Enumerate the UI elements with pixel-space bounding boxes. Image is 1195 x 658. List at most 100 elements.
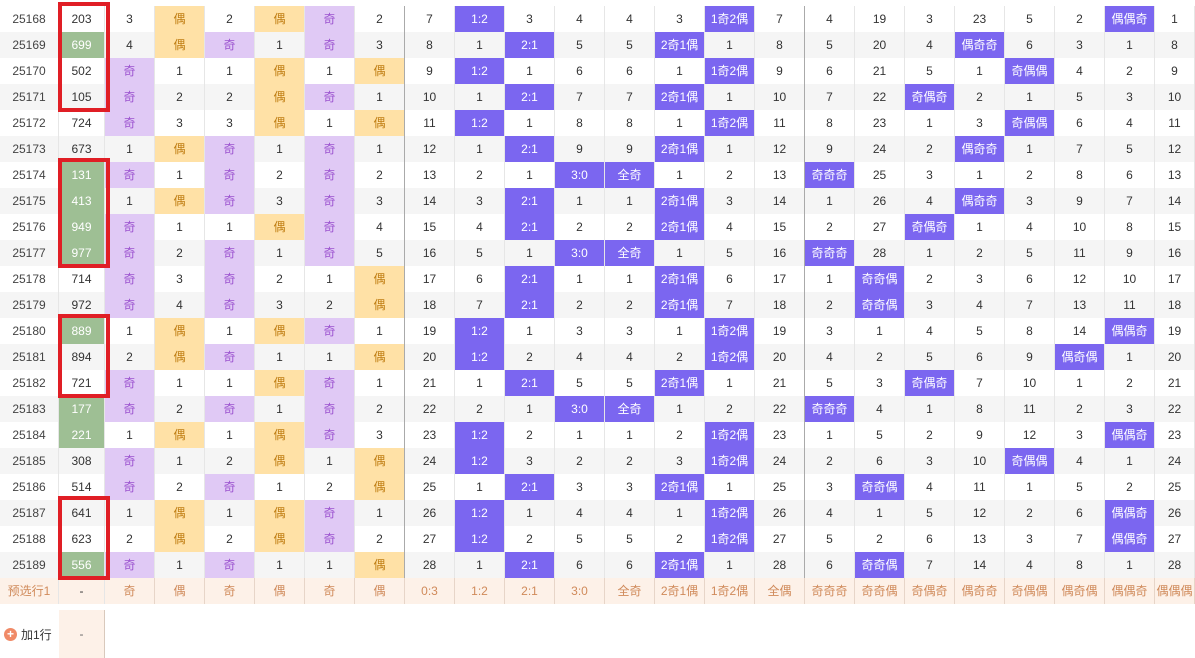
table-cell: 2 xyxy=(1055,396,1105,422)
table-cell: 2:1 xyxy=(505,188,555,214)
table-cell: 3 xyxy=(905,292,955,318)
table-cell: 1 xyxy=(1005,474,1055,500)
table-cell: 22 xyxy=(1155,396,1195,422)
add-row-button[interactable]: + 加1行 xyxy=(0,610,59,658)
table-cell: 偶 xyxy=(355,448,405,474)
preselect-option[interactable]: 3:0 xyxy=(555,578,605,604)
table-cell: 偶 xyxy=(155,188,205,214)
row-number: 131 xyxy=(59,162,105,188)
preselect-option[interactable]: 2:1 xyxy=(505,578,555,604)
table-cell: 奇奇奇 xyxy=(805,240,855,266)
preselect-option[interactable]: 偶偶偶 xyxy=(1155,578,1195,604)
table-cell: 6 xyxy=(805,58,855,84)
table-cell: 偶 xyxy=(155,136,205,162)
table-cell: 9 xyxy=(755,58,805,84)
table-cell: 偶 xyxy=(255,110,305,136)
plus-circle-icon: + xyxy=(4,627,17,641)
table-cell: 3 xyxy=(455,188,505,214)
preselect-option[interactable]: 1:2 xyxy=(455,578,505,604)
table-cell: 1 xyxy=(805,422,855,448)
table-cell: 3 xyxy=(505,448,555,474)
table-cell: 7 xyxy=(405,6,455,32)
table-cell: 1:2 xyxy=(455,422,505,448)
preselect-option[interactable]: 1奇2偶 xyxy=(705,578,755,604)
table-cell: 8 xyxy=(805,110,855,136)
row-period: 25174 xyxy=(0,162,59,188)
table-cell: 1:2 xyxy=(455,110,505,136)
preselect-option[interactable]: 偶 xyxy=(155,578,205,604)
table-cell: 1 xyxy=(655,318,705,344)
table-cell: 5 xyxy=(905,500,955,526)
table-cell: 1 xyxy=(355,318,405,344)
table-cell: 奇 xyxy=(105,266,155,292)
table-cell: 3 xyxy=(905,162,955,188)
table-cell: 1 xyxy=(205,318,255,344)
table-cell: 3 xyxy=(255,292,305,318)
table-cell: 2奇1偶 xyxy=(655,32,705,58)
table-cell: 1 xyxy=(505,500,555,526)
table-cell: 2奇1偶 xyxy=(655,266,705,292)
table-cell: 22 xyxy=(405,396,455,422)
table-cell: 5 xyxy=(555,526,605,552)
table-cell: 1 xyxy=(605,188,655,214)
table-cell: 8 xyxy=(955,396,1005,422)
table-cell: 2:1 xyxy=(505,552,555,578)
preselect-option[interactable]: 奇奇偶 xyxy=(855,578,905,604)
table-cell: 奇 xyxy=(205,292,255,318)
table-cell: 24 xyxy=(405,448,455,474)
row-number: 641 xyxy=(59,500,105,526)
table-cell: 6 xyxy=(605,58,655,84)
preselect-option[interactable]: 奇 xyxy=(205,578,255,604)
table-cell: 2 xyxy=(855,526,905,552)
table-cell: 奇 xyxy=(105,396,155,422)
table-cell: 2 xyxy=(605,214,655,240)
table-cell: 偶 xyxy=(355,110,405,136)
row-number: 623 xyxy=(59,526,105,552)
table-cell: 2奇1偶 xyxy=(655,136,705,162)
preselect-option[interactable]: 奇 xyxy=(305,578,355,604)
preselect-option[interactable]: 奇奇奇 xyxy=(805,578,855,604)
preselect-option[interactable]: 偶 xyxy=(255,578,305,604)
row-number: 673 xyxy=(59,136,105,162)
row-number: 221 xyxy=(59,422,105,448)
table-cell: 9 xyxy=(805,136,855,162)
table-cell: 偶 xyxy=(255,58,305,84)
table-cell: 2:1 xyxy=(505,32,555,58)
table-cell: 7 xyxy=(905,552,955,578)
preselect-option[interactable]: 偶 xyxy=(355,578,405,604)
row-number: 105 xyxy=(59,84,105,110)
table-cell: 偶 xyxy=(355,552,405,578)
row-period: 25179 xyxy=(0,292,59,318)
table-cell: 奇偶奇 xyxy=(905,370,955,396)
row-number: 721 xyxy=(59,370,105,396)
table-cell: 7 xyxy=(1055,526,1105,552)
preselect-option[interactable]: 全偶 xyxy=(755,578,805,604)
table-cell: 3 xyxy=(1005,526,1055,552)
preselect-option[interactable]: 2奇1偶 xyxy=(655,578,705,604)
table-cell: 奇 xyxy=(105,84,155,110)
table-cell: 2 xyxy=(355,396,405,422)
table-cell: 4 xyxy=(855,396,905,422)
table-cell: 3 xyxy=(105,6,155,32)
table-cell: 2 xyxy=(805,292,855,318)
preselect-option[interactable]: 偶奇奇 xyxy=(955,578,1005,604)
table-cell: 7 xyxy=(705,292,755,318)
table-cell: 11 xyxy=(1055,240,1105,266)
table-cell: 8 xyxy=(1055,162,1105,188)
table-cell: 2 xyxy=(855,344,905,370)
table-cell: 3 xyxy=(805,318,855,344)
preselect-option[interactable]: 奇偶偶 xyxy=(1005,578,1055,604)
table-cell: 7 xyxy=(955,370,1005,396)
preselect-option[interactable]: 0:3 xyxy=(405,578,455,604)
preselect-option[interactable]: 奇 xyxy=(105,578,155,604)
table-cell: 11 xyxy=(1005,396,1055,422)
table-cell: 4 xyxy=(105,32,155,58)
preselect-option[interactable]: 偶奇偶 xyxy=(1055,578,1105,604)
preselect-option[interactable]: 全奇 xyxy=(605,578,655,604)
table-cell: 6 xyxy=(1005,32,1055,58)
preselect-option[interactable]: 偶偶奇 xyxy=(1105,578,1155,604)
table-cell: 3 xyxy=(955,266,1005,292)
preselect-option[interactable]: 奇偶奇 xyxy=(905,578,955,604)
table-cell: 6 xyxy=(1105,162,1155,188)
table-cell: 22 xyxy=(855,84,905,110)
